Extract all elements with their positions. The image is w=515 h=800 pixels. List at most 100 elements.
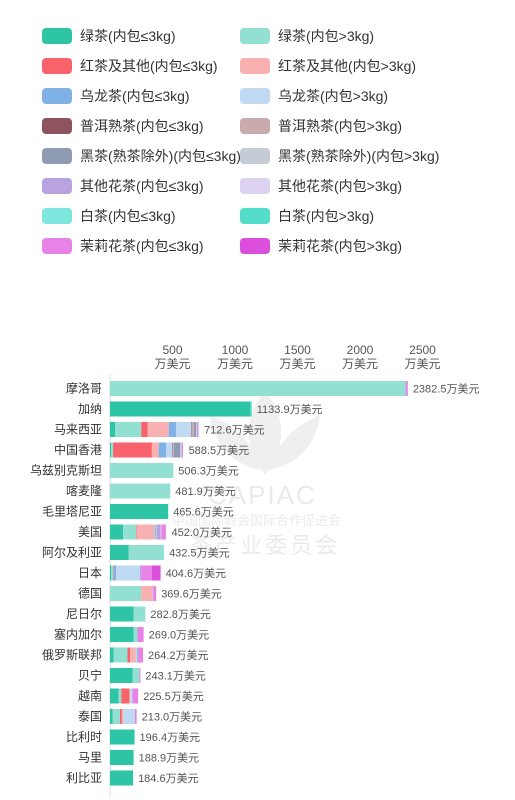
bar-segment: [132, 668, 140, 683]
category-label: 美国: [78, 525, 102, 539]
bar-segment: [110, 401, 250, 417]
legend-item[interactable]: 红茶及其他(内包>3kg): [240, 56, 416, 76]
legend-label: 普洱熟茶(内包≤3kg): [80, 118, 204, 134]
legend-label: 绿茶(内包>3kg): [278, 28, 375, 44]
bar-segment: [176, 422, 192, 437]
category-label: 贝宁: [78, 668, 102, 683]
bar-total-label: 225.5万美元: [143, 690, 204, 703]
legend-item[interactable]: 绿茶(内包≤3kg): [42, 26, 176, 46]
bar-segment: [163, 545, 165, 560]
legend-swatch: [240, 208, 270, 224]
bar-total-label: 1133.9万美元: [257, 403, 323, 416]
bar-segment: [180, 442, 182, 458]
bar-segment: [181, 442, 182, 458]
bar-segment: [110, 381, 406, 396]
legend-item[interactable]: 黑茶(熟茶除外)(内包≤3kg): [42, 146, 241, 166]
bar-segment: [137, 647, 139, 663]
legend-item[interactable]: 黑茶(熟茶除外)(内包>3kg): [240, 146, 439, 166]
bar-segment: [138, 647, 144, 663]
bar-segment: [181, 442, 183, 458]
legend-item[interactable]: 绿茶(内包>3kg): [240, 26, 374, 46]
legend-label: 茉莉花茶(内包≤3kg): [80, 238, 204, 254]
bar-segment: [110, 422, 115, 437]
bar-segment: [123, 524, 137, 540]
category-label: 尼日尔: [66, 606, 102, 621]
legend-item[interactable]: 乌龙茶(内包≤3kg): [42, 86, 190, 106]
legend-label: 红茶及其他(内包≤3kg): [80, 58, 218, 74]
x-tick-label: 1000: [222, 343, 249, 357]
bar-segment: [110, 668, 133, 683]
legend-swatch: [240, 148, 270, 164]
bar-segment: [111, 442, 114, 458]
chart-legend: 绿茶(内包≤3kg) 绿茶(内包>3kg) 红茶及其他(内包≤3kg) 红茶及其他(内…: [0, 0, 515, 270]
bar-segment: [136, 524, 137, 540]
bar-total-label: 712.6万美元: [204, 424, 265, 437]
legend-swatch: [240, 28, 270, 44]
bar-segment: [154, 524, 155, 540]
bar-segment: [151, 442, 159, 458]
bar-segment: [160, 524, 162, 540]
category-label: 塞内加尔: [54, 627, 102, 642]
x-tick-label: 2500: [409, 343, 436, 357]
category-label: 马里: [78, 751, 102, 765]
bar-segment: [113, 565, 114, 581]
bar-total-label: 184.6万美元: [138, 772, 199, 785]
bar-segment: [141, 422, 148, 437]
legend-item[interactable]: 茉莉花茶(内包>3kg): [240, 236, 402, 256]
bar-segment: [110, 606, 134, 622]
legend-item[interactable]: 茉莉花茶(内包≤3kg): [42, 236, 204, 256]
legend-swatch: [240, 238, 270, 254]
bar-segment: [111, 565, 114, 581]
bar-segment: [110, 442, 112, 458]
legend-item[interactable]: 其他花茶(内包>3kg): [240, 176, 402, 196]
legend-item[interactable]: 普洱熟茶(内包>3kg): [240, 116, 402, 136]
bar-total-label: 264.2万美元: [148, 649, 209, 662]
bar-segment: [155, 524, 156, 540]
legend-item[interactable]: 白茶(内包≤3kg): [42, 206, 176, 226]
bar-segment: [127, 647, 130, 663]
legend-swatch: [42, 118, 72, 134]
bar-segment: [250, 401, 252, 417]
bar-segment: [129, 688, 130, 704]
bar-total-label: 452.0万美元: [172, 526, 233, 539]
legend-item[interactable]: 普洱熟茶(内包≤3kg): [42, 116, 204, 136]
legend-item[interactable]: 红茶及其他(内包≤3kg): [42, 56, 218, 76]
x-tick-unit: 万美元: [342, 357, 378, 371]
bar-segment: [155, 524, 157, 540]
legend-swatch: [42, 148, 72, 164]
bar-segment: [110, 627, 134, 642]
category-label: 毛里塔尼亚: [42, 505, 102, 519]
bar-segment: [113, 442, 152, 458]
bar-segment: [132, 688, 139, 704]
bar-segment: [110, 647, 114, 663]
legend-swatch: [240, 118, 270, 134]
bar-segment: [116, 565, 140, 581]
bar-segment: [405, 381, 408, 396]
bar-segment: [133, 627, 138, 642]
bar-total-label: 282.8万美元: [150, 608, 211, 621]
bar-segment: [161, 524, 166, 540]
bar-segment: [110, 545, 129, 560]
bar-segment: [110, 483, 171, 499]
category-label: 俄罗斯联邦: [42, 648, 102, 662]
bar-segment: [113, 565, 117, 581]
x-tick-label: 2000: [347, 343, 374, 357]
bar-segment: [191, 422, 194, 437]
bar-segment: [123, 709, 135, 724]
bar-segment: [153, 524, 155, 540]
category-label: 利比亚: [66, 771, 102, 785]
bar-total-label: 243.1万美元: [145, 670, 206, 683]
x-tick-unit: 万美元: [154, 357, 190, 371]
legend-item[interactable]: 其他花茶(内包≤3kg): [42, 176, 204, 196]
legend-swatch: [42, 58, 72, 74]
legend-item[interactable]: 白茶(内包>3kg): [240, 206, 374, 226]
category-label: 中国香港: [54, 442, 102, 457]
bar-segment: [133, 606, 145, 622]
bar-segment: [113, 647, 128, 663]
bar-segment: [140, 565, 142, 581]
legend-swatch: [42, 208, 72, 224]
legend-label: 白茶(内包≤3kg): [80, 208, 176, 224]
legend-item[interactable]: 乌龙茶(内包>3kg): [240, 86, 388, 106]
bar-segment: [121, 688, 130, 704]
bar-total-label: 188.9万美元: [139, 752, 200, 765]
